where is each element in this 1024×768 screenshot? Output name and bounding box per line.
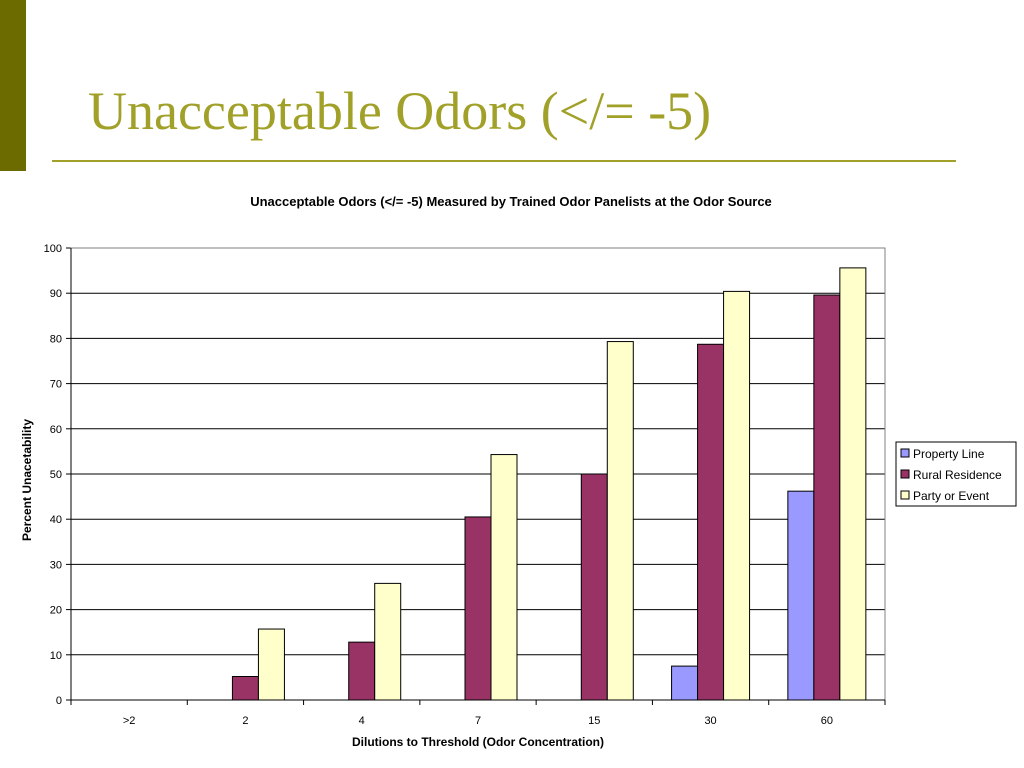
bars [231, 267, 867, 701]
bar-party-or-event [374, 582, 402, 701]
y-tick-labels: 0 10 20 30 40 50 60 70 80 90 100 [44, 243, 62, 707]
bar-property-line [787, 490, 815, 701]
y-tick-label: 30 [50, 559, 62, 571]
y-tick-label: 80 [50, 333, 62, 345]
axes [66, 247, 886, 705]
bar-party-or-event [606, 341, 634, 701]
chart-title: Unacceptable Odors (</= -5) Measured by … [250, 194, 772, 209]
y-tick-label: 60 [50, 424, 62, 436]
y-tick-label: 0 [56, 695, 62, 707]
legend: Property Line Rural Residence Party or Eve… [895, 441, 1017, 507]
x-axis-title: Dilutions to Threshold (Odor Concentrati… [352, 735, 604, 749]
x-tick-label: 2 [242, 715, 248, 727]
legend-label: Property Line [913, 447, 985, 461]
x-tick-label: 60 [821, 715, 833, 727]
bar-party-or-event [839, 267, 867, 701]
legend-swatch [900, 448, 910, 458]
slide-accent-bar [0, 0, 26, 171]
bar-rural-residence [813, 294, 841, 701]
y-tick-label: 40 [50, 514, 62, 526]
y-tick-label: 90 [50, 288, 62, 300]
legend-label: Party or Event [913, 489, 990, 503]
bar-party-or-event [490, 454, 518, 701]
bar-rural-residence [231, 675, 259, 701]
y-tick-label: 70 [50, 379, 62, 391]
bar-rural-residence [697, 343, 725, 701]
y-tick-label: 50 [50, 469, 62, 481]
x-tick-labels: >2 2 4 7 15 30 60 [123, 715, 833, 727]
legend-swatch [900, 490, 910, 500]
slide-title: Unacceptable Odors (</= -5) [88, 81, 712, 141]
legend-swatch [900, 469, 910, 479]
bar-rural-residence [464, 516, 492, 701]
bar-rural-residence [580, 473, 608, 701]
bar-rural-residence [348, 641, 376, 701]
y-tick-label: 100 [44, 243, 62, 255]
x-tick-label: 15 [588, 715, 600, 727]
y-tick-label: 10 [50, 650, 62, 662]
x-tick-label: 4 [359, 715, 365, 727]
x-tick-label: 7 [475, 715, 481, 727]
y-tick-label: 20 [50, 605, 62, 617]
x-tick-label: 30 [704, 715, 716, 727]
bar-property-line [671, 665, 699, 701]
title-underline [52, 160, 956, 162]
x-tick-label: >2 [123, 715, 136, 727]
bar-party-or-event [257, 628, 285, 701]
legend-label: Rural Residence [913, 468, 1002, 482]
bar-party-or-event [723, 290, 751, 701]
y-axis-title: Percent Unacetability [20, 419, 34, 541]
legend-box [895, 441, 1017, 507]
